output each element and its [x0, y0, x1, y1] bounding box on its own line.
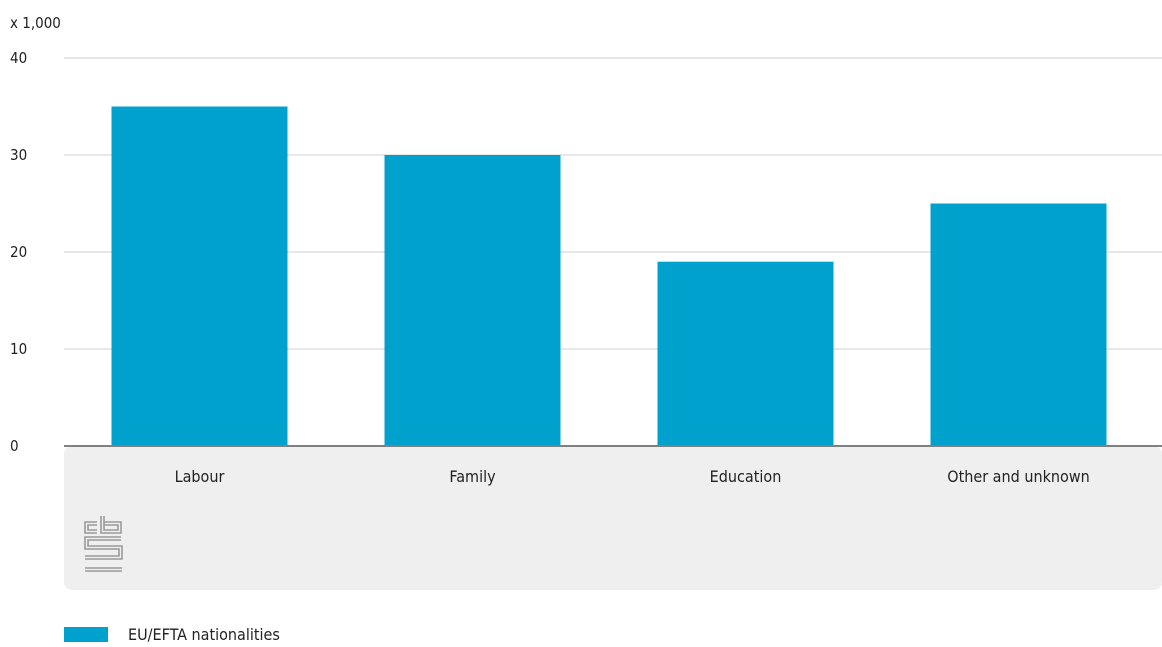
cbs-logo-stroke [100, 516, 122, 534]
y-axis-ticks: 0 10 20 30 40 [10, 49, 27, 455]
legend-label: EU/EFTA nationalities [128, 625, 280, 644]
y-tick-label: 40 [10, 49, 27, 67]
cbs-logo-stroke [84, 536, 121, 557]
y-tick-label: 30 [10, 146, 27, 164]
legend: EU/EFTA nationalities [64, 625, 280, 644]
bar-family [384, 155, 561, 446]
cbs-logo-stroke [85, 539, 123, 560]
x-axis-band [64, 446, 1162, 590]
cbs-logo-stroke [103, 516, 119, 531]
cbs-logo-stroke [84, 521, 97, 534]
bars [111, 106, 1107, 446]
x-category-label: Education [710, 467, 782, 486]
x-axis-categories: Labour Family Education Other and unknown [175, 467, 1090, 486]
y-tick-label: 10 [10, 340, 27, 358]
bar-labour [111, 106, 288, 446]
y-tick-label: 0 [10, 437, 19, 455]
legend-swatch [64, 627, 108, 642]
x-category-label: Other and unknown [947, 467, 1090, 486]
bar-other-and-unknown [930, 203, 1107, 446]
cbs-logo-icon [84, 516, 123, 572]
cbs-logo-stroke [87, 524, 97, 531]
bar-chart: x 1,000 0 10 20 30 40 Labour Family Education O… [10, 14, 1162, 590]
x-category-label: Family [449, 467, 496, 486]
y-axis-unit-label: x 1,000 [10, 14, 61, 32]
x-category-label: Labour [175, 467, 225, 486]
y-tick-label: 20 [10, 243, 27, 261]
bar-education [657, 261, 834, 446]
